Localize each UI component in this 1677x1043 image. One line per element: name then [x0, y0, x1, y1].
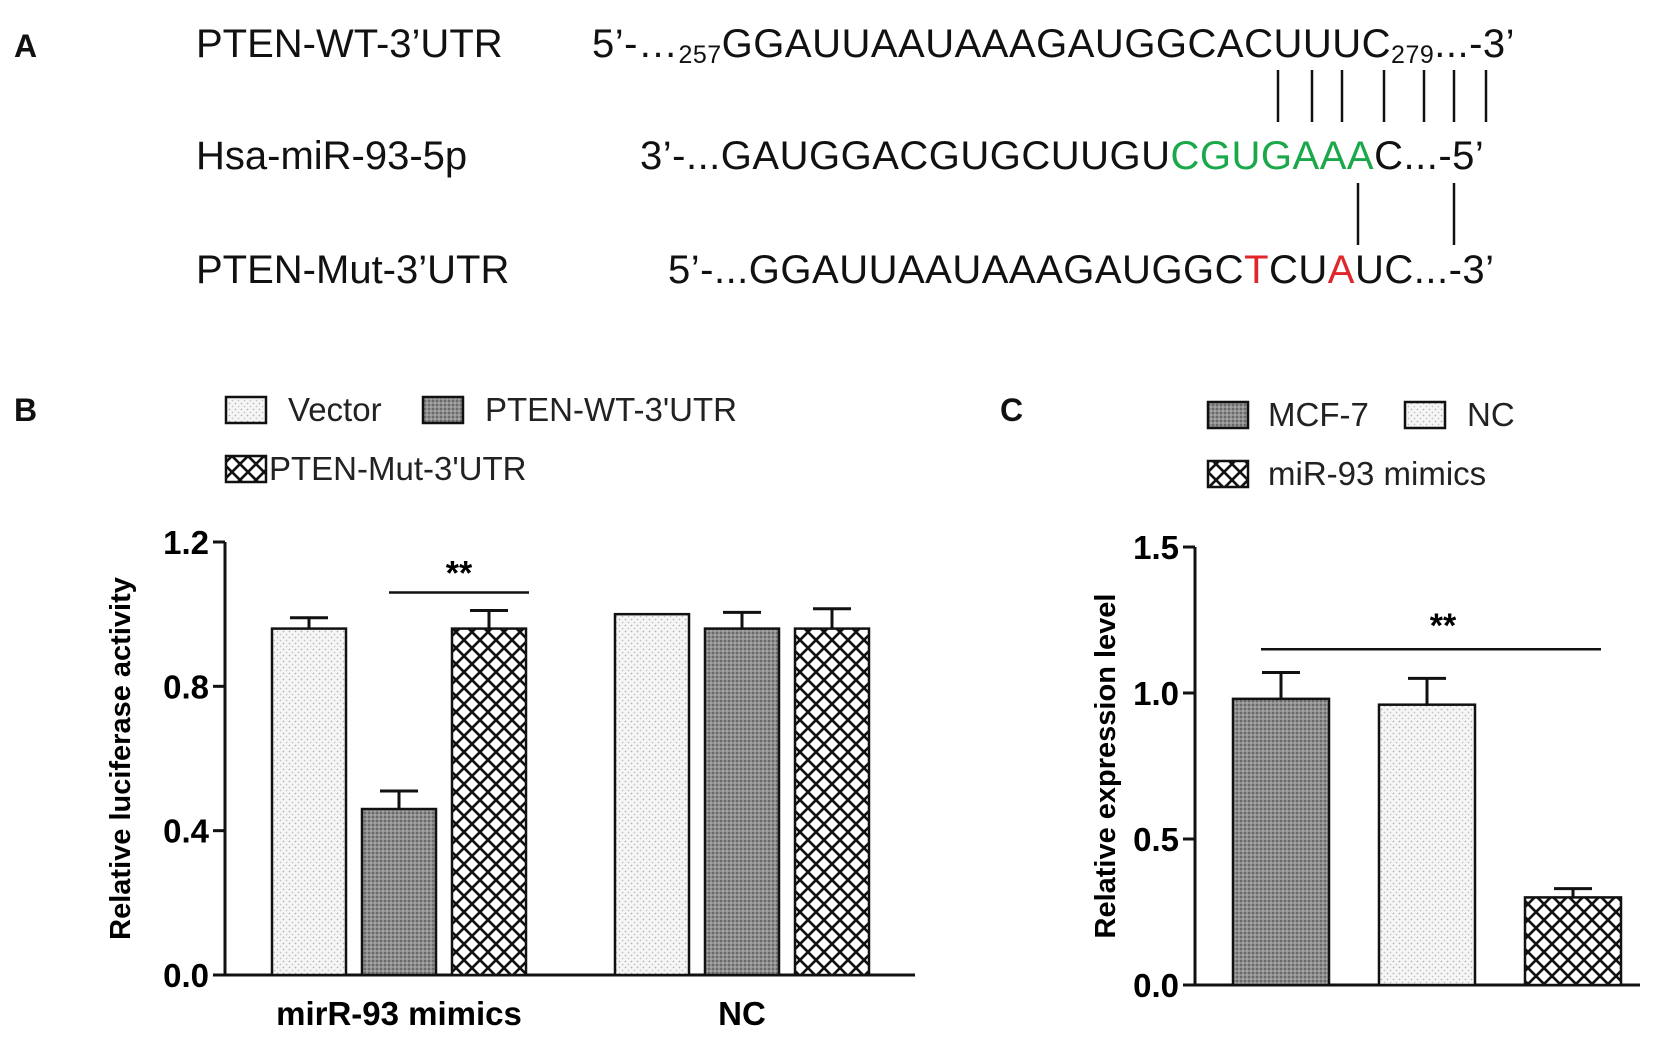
x-category-label: NC — [718, 995, 766, 1032]
bar — [1377, 703, 1477, 987]
sequence-segment: CGUGAAA — [1170, 134, 1375, 178]
y-tick-label: 0.0 — [163, 957, 209, 994]
panel-a-letter: A — [14, 28, 38, 64]
sequence-segment: ...-3’ — [1434, 22, 1516, 66]
bar — [450, 627, 528, 977]
sequence-segment: UC...-3’ — [1354, 248, 1495, 292]
bar — [1231, 697, 1331, 987]
bar — [1523, 896, 1623, 987]
wt-utr-label: PTEN-WT-3’UTR — [196, 22, 503, 66]
y-tick-label: 1.2 — [163, 524, 209, 561]
sequence-segment: C...-5’ — [1374, 134, 1485, 178]
legend-label: PTEN-WT-3'UTR — [485, 391, 737, 428]
bar — [360, 807, 438, 977]
legend-swatch — [224, 395, 268, 425]
sequence-segment: 3’-...GAUGGACGUGCUUGU — [640, 134, 1171, 178]
sequence-segment: 257 — [678, 41, 722, 69]
y-axis-label: Relative expression level — [1090, 594, 1122, 939]
panel-b-chart: 0.0 0.4 0.8 1.2 Relative luciferase activity… — [105, 391, 915, 1032]
sequence-segment: 5’-...GGAUUAAUAAAGAUGGC — [668, 248, 1245, 292]
legend-label: PTEN-Mut-3'UTR — [269, 450, 526, 487]
legend-swatch — [1206, 400, 1250, 430]
bar — [270, 627, 348, 977]
legend-label: NC — [1467, 396, 1515, 433]
panel-b-letter: B — [14, 392, 38, 428]
y-tick-label: 0.5 — [1133, 821, 1179, 858]
y-tick-label: 0.8 — [163, 668, 209, 705]
y-tick-label: 1.5 — [1133, 529, 1179, 566]
y-tick-label: 0.0 — [1133, 967, 1179, 1004]
sequence-segment: A — [1327, 248, 1355, 292]
wt-utr-sequence: 5’-…257GGAUUAAUAAAGAUGGCACUUUC279...-3’ — [592, 22, 1515, 70]
y-axis-label: Relative luciferase activity — [105, 577, 137, 940]
mut-utr-label: PTEN-Mut-3’UTR — [196, 248, 510, 292]
sequence-segment: GGAUUAAUAAAGAUGGCACUUUC — [721, 22, 1392, 66]
sequence-segment: 5’-… — [592, 22, 679, 66]
significance-label: ** — [1430, 607, 1457, 645]
panel-c-chart: 0.0 0.5 1.0 1.5 Relative expression level ** M… — [1090, 396, 1640, 1004]
y-tick-label: 1.0 — [1133, 675, 1179, 712]
base-pairing-lines — [1276, 70, 1488, 245]
legend-swatch — [421, 395, 465, 425]
x-category-label: mirR-93 mimics — [276, 995, 522, 1032]
bar — [613, 612, 691, 977]
y-tick-label: 0.4 — [163, 813, 210, 850]
legend-label: miR-93 mimics — [1268, 455, 1486, 492]
mir93-label: Hsa-miR-93-5p — [196, 134, 468, 178]
legend-swatch — [224, 454, 268, 484]
significance-label: ** — [446, 555, 473, 593]
legend-swatch — [1206, 459, 1250, 489]
sequence-segment: 279 — [1391, 41, 1435, 69]
sequence-segment: CU — [1269, 248, 1328, 292]
panel-c-letter: C — [1000, 392, 1024, 428]
bar — [703, 627, 781, 977]
sequence-segment: T — [1244, 248, 1269, 292]
mir93-sequence: 3’-...GAUGGACGUGCUUGUCGUGAAAC...-5’ — [640, 134, 1484, 179]
legend-label: Vector — [288, 391, 382, 428]
bar — [793, 627, 871, 977]
mut-utr-sequence: 5’-...GGAUUAAUAAAGAUGGCTCUAUC...-3’ — [668, 248, 1495, 293]
legend-label: MCF-7 — [1268, 396, 1369, 433]
legend-swatch — [1403, 400, 1447, 430]
